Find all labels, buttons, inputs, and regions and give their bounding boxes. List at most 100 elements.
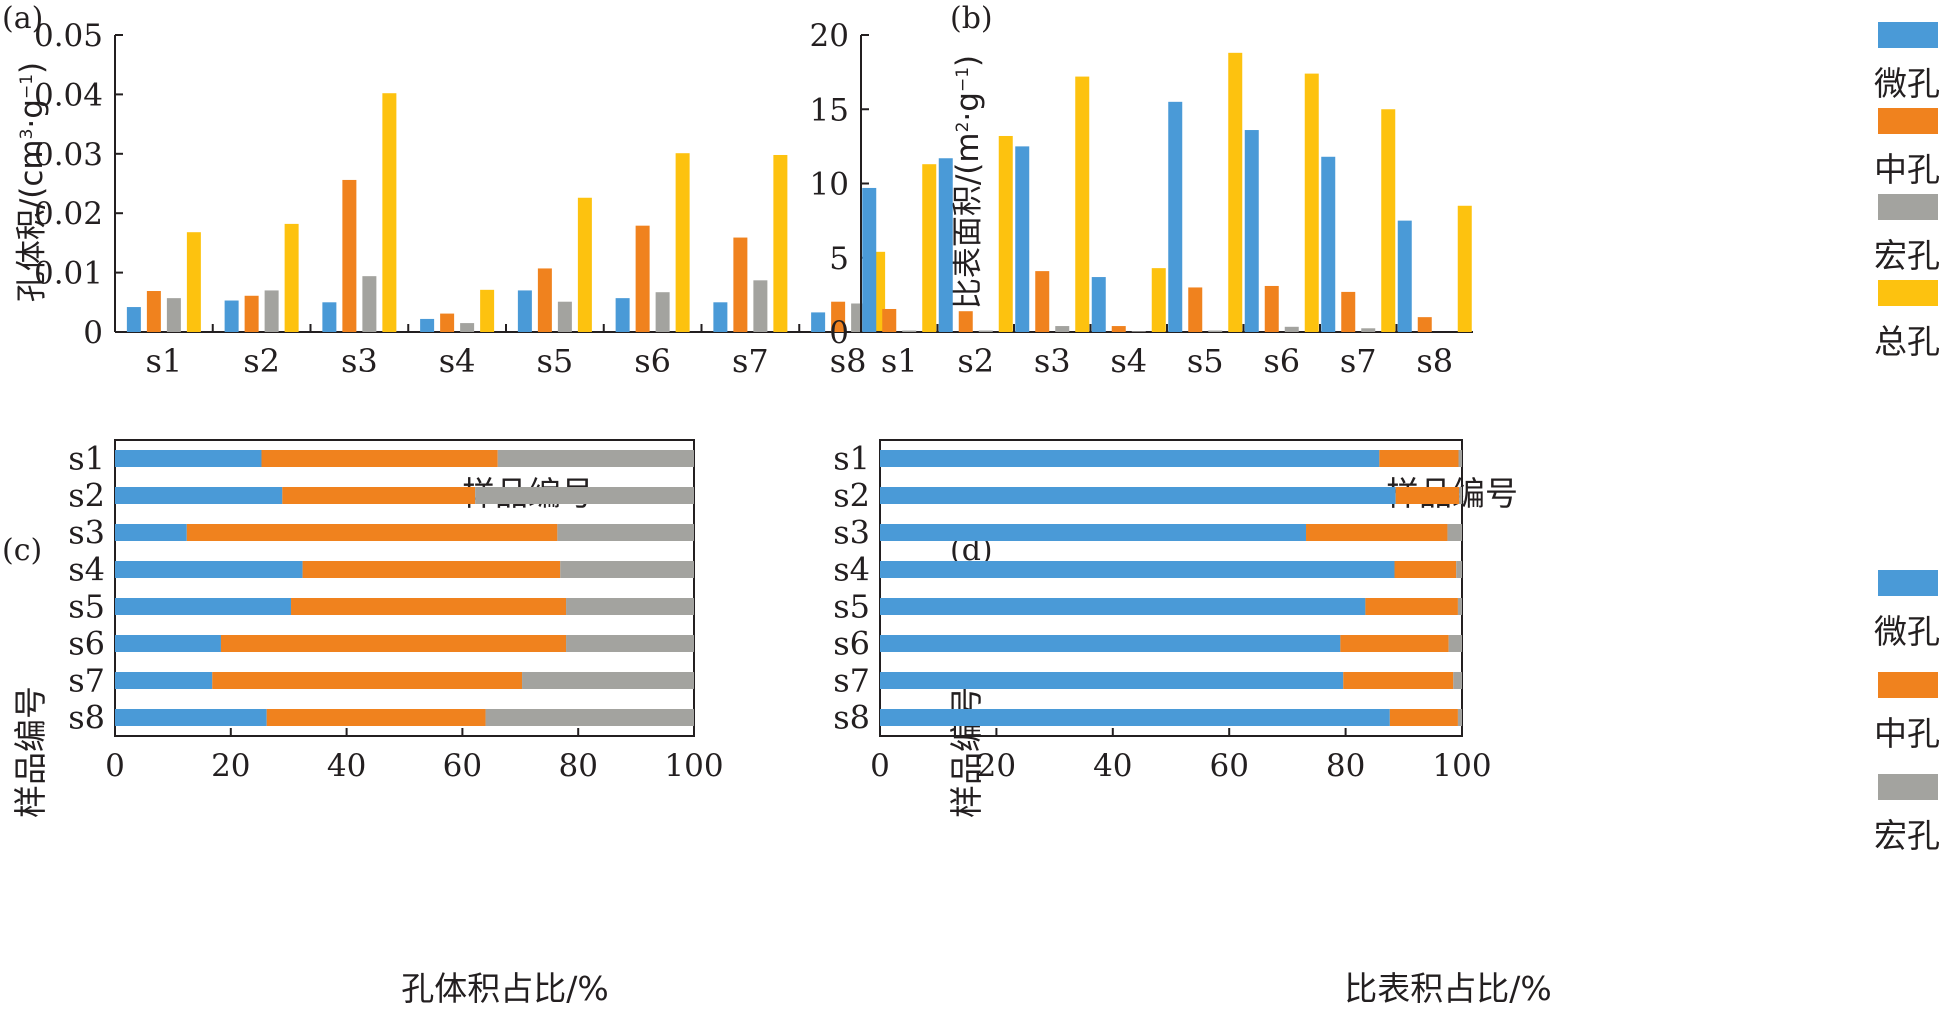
b-y-tick-label: 10 — [810, 167, 849, 203]
d-bar-micro-s3 — [880, 524, 1307, 541]
d-y-tick-label: s2 — [833, 477, 870, 515]
a-bar-meso-s2 — [244, 295, 259, 332]
a-x-tick-label: s2 — [243, 342, 280, 380]
legend-swatch-micro — [1878, 570, 1938, 596]
a-bar-total-s1 — [186, 232, 201, 332]
d-bar-micro-s1 — [880, 450, 1380, 467]
panel-b-surface-area-chart: (b) 比表面积/(m2·g−1) 样品编号 05101520s1s2s3s4s… — [810, 1, 1518, 513]
a-bar-micro-s8 — [811, 312, 826, 332]
b-bar-meso-s3 — [1035, 271, 1050, 332]
legend-label-macro: 宏孔 — [1874, 816, 1940, 855]
c-y-tick-label: s7 — [68, 662, 105, 700]
b-bar-total-s3 — [1075, 76, 1090, 332]
panel-a-label: (a) — [2, 1, 43, 36]
d-bar-meso-s6 — [1340, 635, 1449, 652]
b-x-tick-label: s6 — [1263, 342, 1300, 380]
c-bar-meso-s1 — [261, 450, 498, 467]
c-y-tick-label: s3 — [68, 514, 105, 552]
c-bar-macro-s6 — [566, 635, 694, 652]
b-bar-total-s4 — [1151, 268, 1166, 332]
a-bar-total-s5 — [577, 197, 592, 332]
panel-c-label: (c) — [2, 533, 42, 568]
d-bar-meso-s8 — [1389, 709, 1458, 726]
b-bar-micro-s7 — [1321, 156, 1336, 332]
a-bar-micro-s4 — [420, 318, 435, 332]
b-bar-micro-s1 — [862, 187, 877, 332]
c-y-tick-label: s5 — [68, 588, 105, 626]
b-x-tick-label: s7 — [1340, 342, 1377, 380]
d-bar-meso-s2 — [1395, 487, 1460, 504]
panel-a-y-axis-label: 孔体积/(cm3·g−1) — [14, 62, 50, 302]
a-bar-meso-s4 — [440, 313, 455, 332]
a-bar-macro-s3 — [362, 276, 377, 332]
d-bar-micro-s7 — [880, 672, 1344, 689]
a-x-tick-label: s8 — [830, 342, 867, 380]
a-bar-micro-s3 — [322, 302, 337, 332]
a-bar-micro-s1 — [126, 307, 141, 332]
d-bar-macro-s1 — [1458, 450, 1462, 467]
b-x-tick-label: s5 — [1187, 342, 1224, 380]
c-bar-macro-s5 — [566, 598, 694, 615]
a-x-tick-label: s7 — [732, 342, 769, 380]
c-x-tick-label: 40 — [327, 748, 366, 784]
c-x-tick-label: 60 — [443, 748, 482, 784]
d-y-tick-label: s7 — [833, 662, 870, 700]
b-bar-macro-s3 — [1055, 326, 1070, 332]
a-y-tick-label: 0 — [83, 315, 103, 351]
a-x-tick-label: s1 — [145, 342, 182, 380]
c-bar-micro-s8 — [115, 709, 267, 726]
c-x-tick-label: 100 — [664, 748, 723, 784]
d-bar-micro-s8 — [880, 709, 1390, 726]
a-y-tick-label: 0.02 — [34, 196, 103, 232]
d-bar-meso-s1 — [1379, 450, 1459, 467]
legend-swatch-total — [1878, 280, 1938, 306]
legend-swatch-macro — [1878, 774, 1938, 800]
d-plot-frame — [879, 439, 1463, 737]
b-bar-micro-s8 — [1397, 220, 1412, 332]
legend-label-micro: 微孔 — [1874, 612, 1940, 651]
a-bar-total-s3 — [382, 93, 397, 332]
a-x-tick-label: s4 — [439, 342, 476, 380]
d-y-tick-label: s8 — [833, 699, 870, 737]
c-bar-micro-s7 — [115, 672, 213, 689]
panel-c-pore-volume-ratio-chart: (c) 样品编号 孔体积占比/% 0 20 40 60 80 100s1s2s3s4s5s… — [2, 439, 724, 1008]
a-bar-total-s2 — [284, 223, 299, 332]
c-y-tick-label: s8 — [68, 699, 105, 737]
b-bar-total-s8 — [1457, 205, 1472, 332]
panel-d-y-axis-label: 样品编号 — [947, 686, 986, 818]
legend-swatch-meso — [1878, 672, 1938, 698]
c-x-tick-label: 0 — [105, 748, 125, 784]
b-x-tick-label: s2 — [957, 342, 994, 380]
d-bar-macro-s8 — [1457, 709, 1462, 726]
b-x-tick-label: s1 — [881, 342, 918, 380]
d-x-tick-label: 40 — [1093, 748, 1132, 784]
d-x-tick-label: 100 — [1432, 748, 1491, 784]
a-x-tick-label: s3 — [341, 342, 378, 380]
a-y-tick-label: 0.01 — [34, 256, 103, 292]
b-bar-macro-s6 — [1284, 326, 1299, 332]
a-bar-meso-s3 — [342, 179, 357, 332]
b-bar-meso-s4 — [1111, 326, 1126, 332]
legend-label-micro: 微孔 — [1874, 64, 1940, 103]
a-bar-micro-s2 — [224, 300, 239, 332]
a-bar-macro-s4 — [460, 323, 475, 332]
a-bar-micro-s6 — [615, 298, 630, 332]
b-bar-micro-s2 — [938, 158, 953, 332]
b-x-tick-label: s3 — [1034, 342, 1071, 380]
legend-label-meso: 中孔 — [1874, 150, 1940, 189]
c-bar-meso-s6 — [220, 635, 567, 652]
c-bar-micro-s5 — [115, 598, 292, 615]
d-bar-micro-s2 — [880, 487, 1396, 504]
b-bar-macro-s7 — [1361, 328, 1376, 332]
legend-label-meso: 中孔 — [1874, 714, 1940, 753]
c-y-tick-label: s2 — [68, 477, 105, 515]
c-bar-meso-s8 — [266, 709, 486, 726]
b-bar-micro-s3 — [1015, 146, 1030, 332]
panel-b-y-axis-label: 比表面积/(m2·g−1) — [950, 55, 986, 309]
d-x-tick-label: 60 — [1209, 748, 1248, 784]
b-y-tick-label: 15 — [810, 92, 849, 128]
legend-label-macro: 宏孔 — [1874, 236, 1940, 275]
b-bar-total-s6 — [1304, 73, 1319, 333]
